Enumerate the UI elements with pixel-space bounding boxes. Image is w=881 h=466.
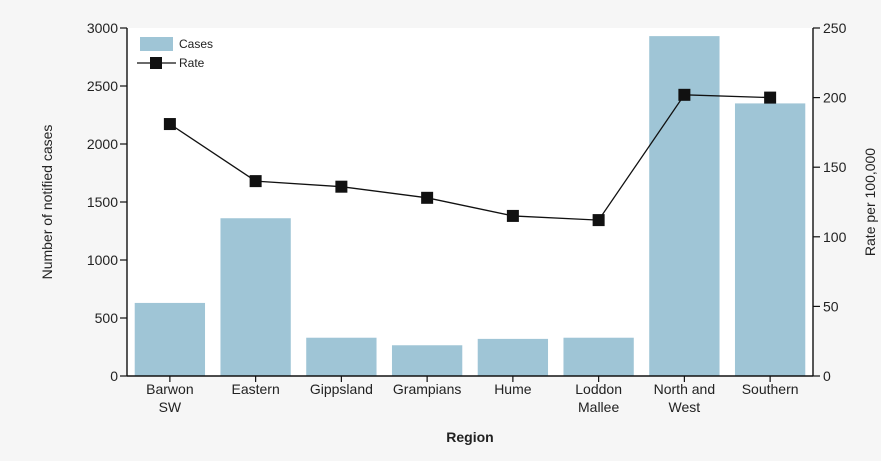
left-tick-label: 1000 <box>87 252 118 268</box>
left-tick-label: 2000 <box>87 136 118 152</box>
x-tick-label-line: Grampians <box>393 381 461 397</box>
left-tick-label: 1500 <box>87 194 118 210</box>
bar-cases <box>734 103 806 377</box>
rate-point <box>678 88 691 101</box>
right-tick-label: 200 <box>823 90 847 106</box>
x-tick-label-line: Loddon <box>575 381 622 397</box>
x-tick-label-line: North and <box>654 381 715 397</box>
rate-point <box>163 118 176 131</box>
right-tick-label: 50 <box>823 298 839 314</box>
rate-point <box>764 91 777 104</box>
bars-layer <box>134 36 806 377</box>
x-tick-label-line: Barwon <box>146 381 193 397</box>
right-tick-label: 250 <box>823 20 847 36</box>
legend-cases-label: Cases <box>179 37 213 51</box>
x-axis-title: Region <box>446 429 493 445</box>
x-tick-label-line: Southern <box>742 381 799 397</box>
x-tick-label: Grampians <box>393 381 461 397</box>
right-axis-title: Rate per 100,000 <box>862 148 878 256</box>
x-tick-label: Barwon SW <box>146 381 193 415</box>
x-tick-label: Gippsland <box>310 381 373 397</box>
right-tick-label: 0 <box>823 368 831 384</box>
x-tick-label-line: SW <box>159 399 182 415</box>
rate-point <box>592 214 605 227</box>
legend-rate-label: Rate <box>179 56 205 70</box>
right-tick-label: 150 <box>823 159 847 175</box>
rate-line-layer <box>163 88 777 227</box>
legend: Cases Rate <box>137 37 213 70</box>
left-tick-label: 2500 <box>87 78 118 94</box>
left-axis-title: Number of notified cases <box>39 125 55 280</box>
bar-cases <box>649 36 720 377</box>
x-tick-label: Southern <box>742 381 799 397</box>
x-tick-label-line: Gippsland <box>310 381 373 397</box>
left-tick-label: 0 <box>110 368 118 384</box>
legend-rate-marker <box>150 57 162 69</box>
x-tick-label: North and West <box>654 381 715 415</box>
bar-cases <box>134 302 206 376</box>
bar-cases <box>391 345 463 376</box>
legend-cases-swatch <box>140 37 173 51</box>
rate-point <box>249 175 262 188</box>
x-tick-label-line: Eastern <box>232 381 280 397</box>
bar-cases <box>306 337 377 376</box>
x-tick-label: Hume <box>494 381 532 397</box>
bar-cases <box>220 218 291 376</box>
x-tick-label-line: Hume <box>494 381 532 397</box>
rate-point <box>421 191 434 204</box>
rate-line <box>169 94 771 221</box>
rate-point <box>506 209 519 222</box>
right-axis-ticks: 0 50 100 150 200 250 <box>813 20 847 384</box>
bar-cases <box>477 338 549 376</box>
right-tick-label: 100 <box>823 229 847 245</box>
x-tick-label: Eastern <box>232 381 280 397</box>
bar-cases <box>563 337 634 376</box>
x-axis-labels: Barwon SW Eastern Gippsland Grampians Hume Lod… <box>146 376 799 415</box>
rate-point <box>335 180 348 193</box>
left-axis-ticks: 0 500 1000 1500 2000 2500 3000 <box>87 20 127 384</box>
left-tick-label: 3000 <box>87 20 118 36</box>
x-tick-label: Loddon Mallee <box>575 381 622 415</box>
left-tick-label: 500 <box>95 310 119 326</box>
x-tick-label-line: Mallee <box>578 399 619 415</box>
x-tick-label-line: West <box>669 399 701 415</box>
